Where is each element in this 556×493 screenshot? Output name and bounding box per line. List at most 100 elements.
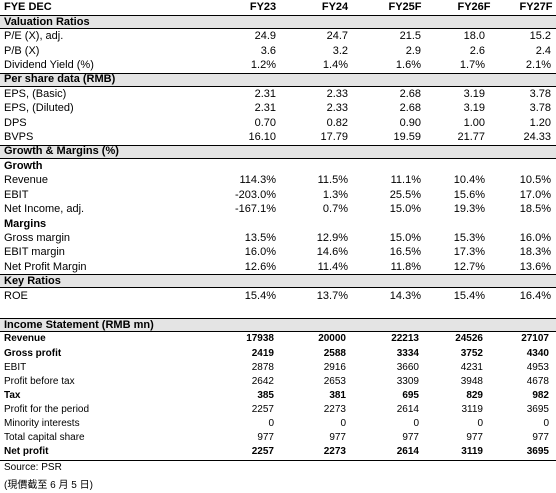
cell-value: 21.5 bbox=[399, 30, 421, 43]
section-bar bbox=[0, 318, 556, 332]
cell-value: 15.3% bbox=[453, 232, 485, 244]
row-label: Revenue bbox=[4, 174, 49, 187]
row-label: DPS bbox=[4, 116, 27, 129]
row-label: Dividend Yield (%) bbox=[4, 59, 94, 72]
cell-value: 24.7 bbox=[326, 30, 348, 43]
cell-value: 2588 bbox=[323, 347, 346, 359]
cell-value: 18.3% bbox=[519, 246, 551, 259]
section-bar bbox=[0, 15, 556, 29]
cell-value: 10.5% bbox=[519, 174, 551, 187]
cell-value: 2614 bbox=[396, 446, 419, 458]
cell-value: 16.10 bbox=[248, 131, 276, 144]
cell-value: 1.4% bbox=[322, 59, 348, 72]
cell-value: 0 bbox=[340, 418, 346, 429]
cell-value: 15.2 bbox=[529, 30, 551, 43]
cell-value: 16.4% bbox=[519, 289, 551, 302]
row-label: Tax bbox=[4, 389, 21, 401]
header-label: FYE DEC bbox=[4, 1, 52, 13]
cell-value: 381 bbox=[329, 389, 346, 401]
cell-value: 17.3% bbox=[453, 246, 485, 259]
cell-value: 18.0 bbox=[463, 30, 485, 43]
cell-value: 977 bbox=[466, 432, 483, 444]
cell-value: 3948 bbox=[460, 375, 483, 387]
column-header: FY27F bbox=[519, 1, 553, 13]
cell-value: 24.33 bbox=[523, 131, 551, 144]
cell-value: 385 bbox=[257, 389, 274, 401]
cell-value: 25.5% bbox=[389, 188, 421, 201]
cell-value: 2257 bbox=[251, 446, 274, 458]
cell-value: 2.6 bbox=[469, 44, 485, 57]
cell-value: 19.3% bbox=[453, 203, 485, 216]
cell-value: 14.6% bbox=[316, 246, 348, 259]
cell-value: 4678 bbox=[526, 375, 549, 387]
cell-value: 1.6% bbox=[395, 59, 421, 72]
section-title: Key Ratios bbox=[4, 274, 61, 287]
cell-value: 2878 bbox=[251, 361, 274, 373]
section-title: Per share data (RMB) bbox=[4, 73, 116, 86]
section-bar bbox=[0, 144, 556, 159]
section-bar bbox=[0, 274, 556, 289]
cell-value: 977 bbox=[532, 432, 549, 444]
cell-value: 3660 bbox=[396, 361, 419, 373]
row-label: ROE bbox=[4, 289, 28, 302]
cell-value: 24526 bbox=[455, 333, 483, 345]
row-label: Total capital share bbox=[4, 432, 85, 444]
row-label: P/B (X) bbox=[4, 44, 40, 57]
cell-value: 15.4% bbox=[453, 289, 485, 302]
column-header: FY24 bbox=[321, 1, 349, 13]
cell-value: 1.3% bbox=[322, 188, 348, 201]
column-header: FY25F bbox=[388, 1, 422, 13]
cell-value: 12.7% bbox=[453, 260, 485, 273]
row-label: P/E (X), adj. bbox=[4, 30, 64, 43]
row-label: Gross margin bbox=[4, 232, 71, 244]
cell-value: 13.6% bbox=[519, 260, 551, 273]
cell-value: 977 bbox=[257, 432, 274, 444]
cell-value: 0 bbox=[477, 418, 483, 429]
cell-value: 2273 bbox=[323, 403, 346, 415]
row-label: EBIT margin bbox=[4, 246, 65, 259]
row-label: EPS, (Diluted) bbox=[4, 102, 74, 115]
cell-value: 4340 bbox=[526, 347, 549, 359]
cell-value: 829 bbox=[466, 389, 483, 401]
cell-value: 0.70 bbox=[254, 116, 276, 129]
section-title: Income Statement (RMB mn) bbox=[4, 318, 154, 331]
cell-value: 15.6% bbox=[453, 188, 485, 201]
source: Source: PSR bbox=[4, 462, 62, 474]
sub-heading: Growth bbox=[4, 160, 43, 172]
cell-value: 12.6% bbox=[244, 260, 276, 273]
row-label: Minority interests bbox=[4, 418, 80, 429]
cell-value: 0.90 bbox=[399, 116, 421, 129]
cell-value: 15.0% bbox=[389, 203, 421, 216]
cell-value: 1.00 bbox=[463, 116, 485, 129]
cell-value: 3119 bbox=[461, 446, 483, 458]
cell-value: 2419 bbox=[251, 347, 274, 359]
row-label: Net Profit Margin bbox=[4, 260, 87, 273]
row-label: Profit before tax bbox=[4, 375, 75, 387]
cell-value: 16.0% bbox=[244, 246, 276, 259]
cell-value: 10.4% bbox=[453, 174, 485, 187]
cell-value: 2257 bbox=[251, 403, 274, 415]
cell-value: 12.9% bbox=[316, 232, 348, 244]
cell-value: 2.33 bbox=[326, 102, 348, 115]
bottom-rule bbox=[0, 460, 556, 462]
cell-value: 2.1% bbox=[525, 59, 551, 72]
cell-value: 11.5% bbox=[317, 174, 348, 187]
cell-value: 17.0% bbox=[519, 188, 551, 201]
cell-value: 17.79 bbox=[320, 131, 348, 144]
cell-value: 3695 bbox=[526, 446, 549, 458]
cell-value: 27107 bbox=[521, 333, 549, 345]
cell-value: 2.68 bbox=[399, 102, 421, 115]
cell-value: 695 bbox=[402, 389, 419, 401]
cell-value: 4231 bbox=[460, 361, 483, 373]
cell-value: -167.1% bbox=[235, 203, 276, 216]
cell-value: 2.33 bbox=[326, 88, 348, 100]
cell-value: 3334 bbox=[396, 347, 419, 359]
column-header: FY26F bbox=[457, 1, 491, 13]
cell-value: 1.7% bbox=[459, 59, 485, 72]
cell-value: 977 bbox=[402, 432, 419, 444]
row-label: EBIT bbox=[4, 361, 27, 373]
cell-value: 3.6 bbox=[260, 44, 276, 57]
cell-value: 3752 bbox=[460, 347, 483, 359]
section-title: Growth & Margins (%) bbox=[4, 145, 119, 158]
